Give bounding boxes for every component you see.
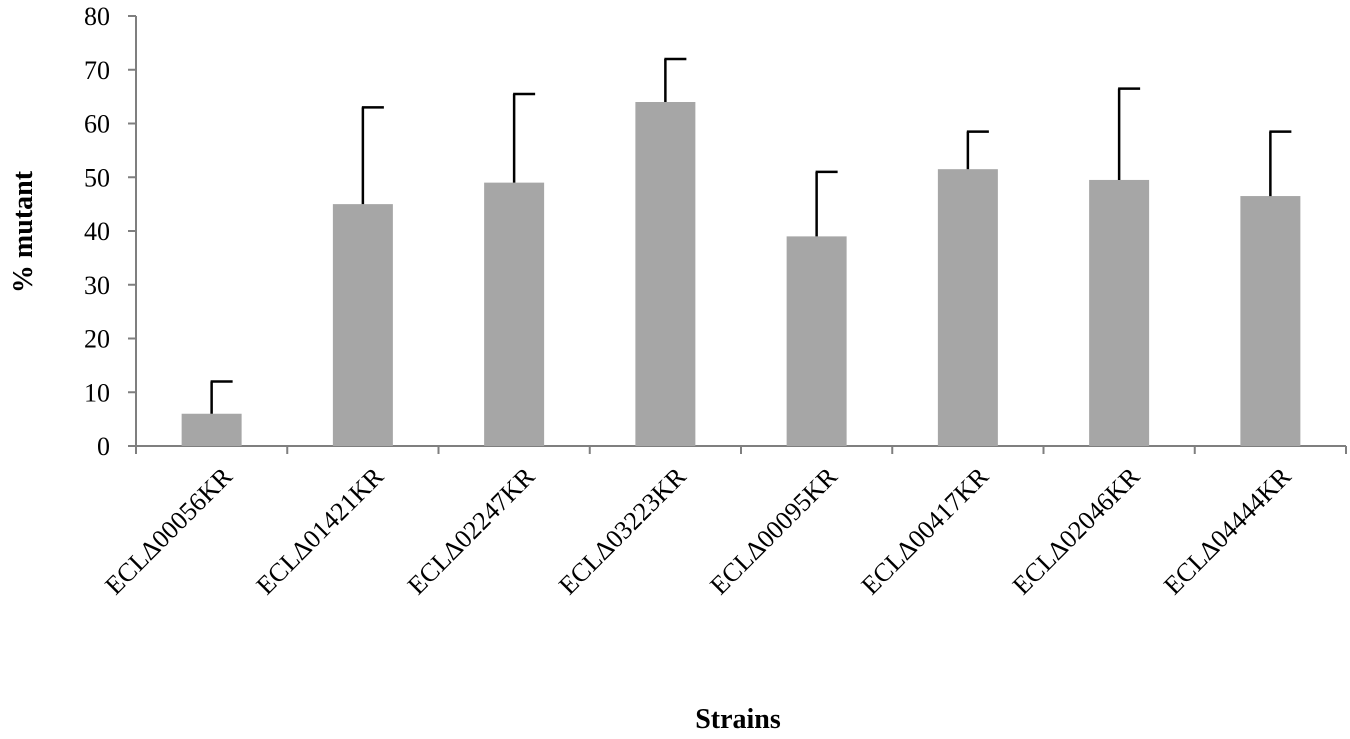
error-bar <box>512 92 536 183</box>
bar <box>635 102 696 446</box>
category-labels: ECLΔ00056KR ECLΔ01421KR ECLΔ02247KR ECLΔ032… <box>99 461 1297 600</box>
y-axis-title: % mutant <box>8 170 39 293</box>
error-bars <box>210 57 1292 414</box>
y-tick-label: 0 <box>97 432 110 461</box>
category-label: ECLΔ03223KR <box>553 461 692 600</box>
category-label: ECLΔ00417KR <box>856 461 995 600</box>
y-tick-label: 70 <box>84 56 110 85</box>
error-bar <box>361 106 384 205</box>
bar <box>1089 179 1150 446</box>
error-bar <box>210 380 233 414</box>
bar <box>181 413 242 446</box>
error-bar <box>664 57 687 102</box>
x-axis-title: Strains <box>695 704 781 735</box>
category-label: ECLΔ02046KR <box>1007 461 1146 600</box>
bar <box>332 204 393 446</box>
category-label: ECLΔ02247KR <box>402 461 541 600</box>
bar <box>1240 196 1301 446</box>
y-tick-label: 20 <box>84 325 110 354</box>
error-bar <box>1269 130 1292 197</box>
y-tick-label: 40 <box>84 217 110 246</box>
bars <box>181 102 1301 446</box>
bar <box>937 169 998 446</box>
category-label: ECLΔ04444KR <box>1158 461 1297 600</box>
bar <box>484 182 545 446</box>
category-label: ECLΔ01421KR <box>251 461 390 600</box>
error-bar <box>966 130 989 170</box>
category-label: ECLΔ00095KR <box>704 461 843 600</box>
y-tick-label: 30 <box>84 271 110 300</box>
y-axis-ticks: 0 10 20 30 40 50 60 70 80 <box>84 2 136 461</box>
y-tick-label: 60 <box>84 110 110 139</box>
y-tick-label: 80 <box>84 2 110 31</box>
bar <box>786 236 847 446</box>
error-bar <box>1117 87 1141 180</box>
category-label: ECLΔ00056KR <box>99 461 238 600</box>
error-bar <box>815 170 838 237</box>
y-tick-label: 50 <box>84 163 110 192</box>
x-axis-ticks <box>135 446 1347 454</box>
y-tick-label: 10 <box>84 378 110 407</box>
